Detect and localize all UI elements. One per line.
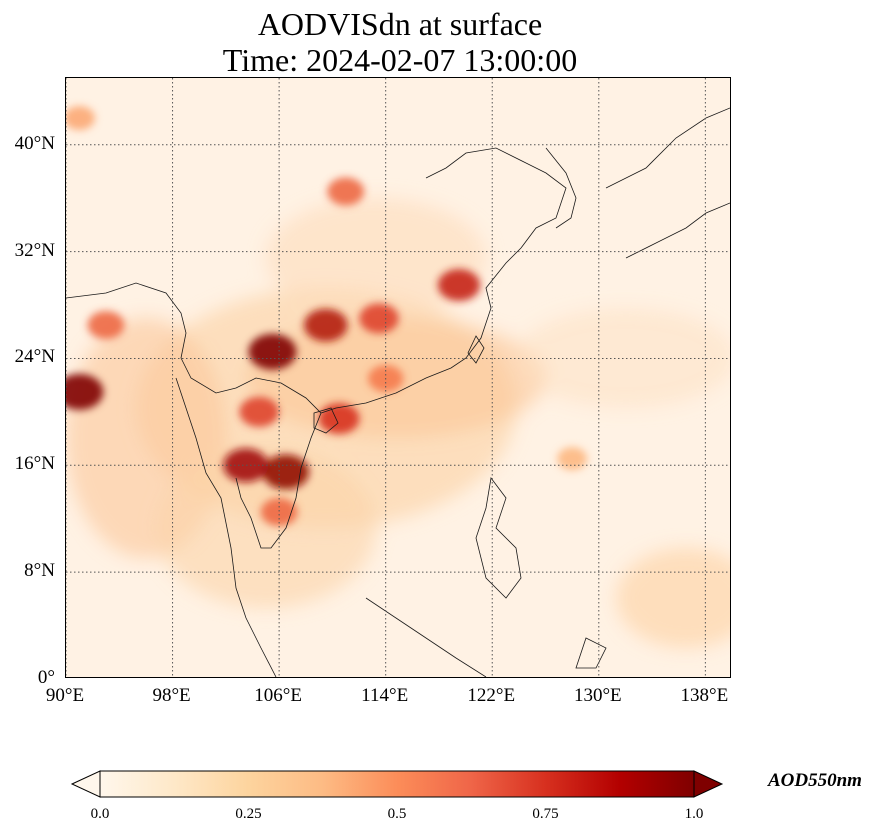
colorbar-label: AOD550nm xyxy=(768,770,862,791)
colorbar xyxy=(70,770,724,798)
colorbar-tick-label: 1.0 xyxy=(684,806,704,822)
aod-hotspot xyxy=(239,396,279,427)
colorbar-tick-label: 0.25 xyxy=(235,806,262,822)
x-tick-label: 114°E xyxy=(361,685,409,706)
y-tick-label: 40°N xyxy=(14,132,55,154)
colorbar-tick-label: 0.75 xyxy=(532,806,559,822)
aod-hotspot xyxy=(248,333,297,370)
x-tick-label: 130°E xyxy=(573,685,622,706)
colorbar-gradient xyxy=(100,771,694,797)
aod-hotspot xyxy=(359,303,399,334)
y-tick-label: 8°N xyxy=(24,560,55,582)
coastlines xyxy=(66,107,730,677)
colorbar-low-extend xyxy=(70,770,101,798)
x-tick-label: 106°E xyxy=(254,685,302,706)
y-tick-label: 32°N xyxy=(14,239,55,261)
aod-hotspot xyxy=(557,447,588,471)
aod-hotspot xyxy=(327,177,365,206)
x-tick-label: 138°E xyxy=(680,685,729,706)
aod-hotspot xyxy=(260,498,298,527)
gridlines xyxy=(66,78,730,677)
colorbar-high-extend xyxy=(693,770,724,798)
aod-hotspot xyxy=(66,373,104,410)
y-tick-label: 24°N xyxy=(14,346,55,368)
aod-hotspot xyxy=(262,454,310,490)
y-tick-label: 0° xyxy=(37,667,55,688)
aod-hotspot xyxy=(303,308,348,342)
aod-hotspot xyxy=(437,269,481,302)
aod-hotspot xyxy=(66,106,95,131)
aod-hotspot xyxy=(87,311,125,340)
aod-map-panel xyxy=(65,77,731,678)
colorbar-tick-label: 0.0 xyxy=(90,806,110,822)
aod-map-plot xyxy=(66,78,730,677)
colorbar-tick-label: 0.5 xyxy=(387,806,407,822)
x-tick-label: 90°E xyxy=(45,685,85,706)
aod-hotspot xyxy=(223,448,269,483)
x-tick-label: 122°E xyxy=(467,685,516,706)
aod-hotspots xyxy=(66,106,588,527)
map-subtitle-time: Time: 2024-02-07 13:00:00 xyxy=(222,42,578,78)
x-tick-label: 98°E xyxy=(152,685,191,706)
y-tick-label: 16°N xyxy=(14,453,55,475)
map-title: AODVISdn at surface xyxy=(257,6,543,42)
